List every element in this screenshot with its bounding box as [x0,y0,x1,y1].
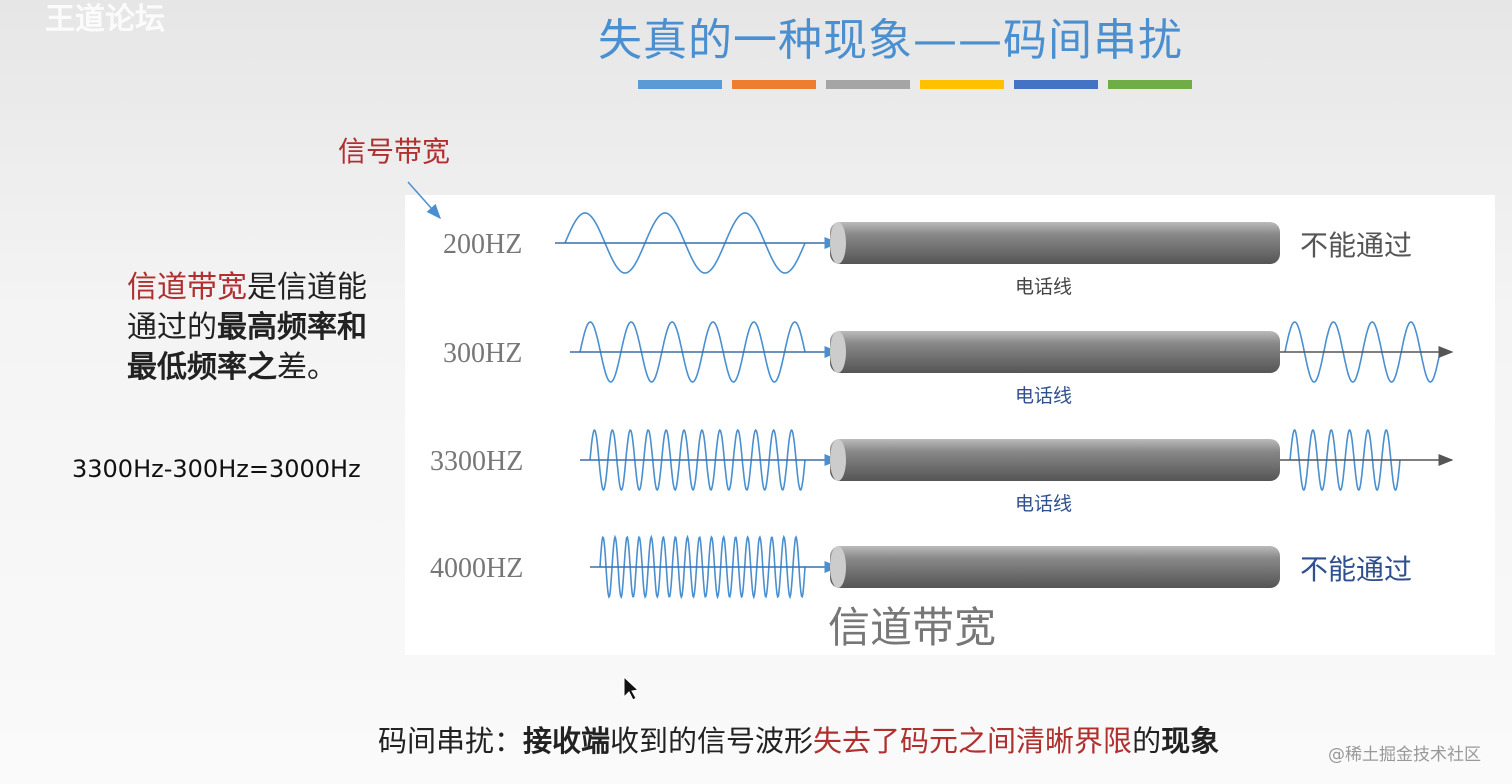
color-bars [638,80,1192,89]
isi-receiver: 接收端 [523,724,611,758]
cable-end [830,331,846,373]
telephone-cable [830,546,1280,588]
mouse-cursor-icon [623,675,640,701]
isi-highlight: 失去了码元之间清晰界限 [813,724,1133,758]
telephone-cable [830,331,1280,373]
watermark: 王道论坛 [45,2,165,37]
color-bar [1014,80,1098,89]
isi-term: 码间串扰： [378,724,524,758]
color-bar [638,80,722,89]
def-bold: 最高频率和最低频率之 [127,310,367,385]
channel-bandwidth-label: 信道带宽 [828,603,996,652]
input-wave [579,321,806,383]
color-bar [1108,80,1192,89]
color-bar [920,80,1004,89]
cable-end [830,546,846,588]
isi-definition: 码间串扰：接收端收到的信号波形失去了码元之间清晰界限的现象 [378,718,1219,760]
definition-text: 信道带宽是信道能通过的最高频率和最低频率之差。 [127,268,377,388]
def-end: 差。 [277,350,337,385]
frequency-label: 200HZ [443,229,522,260]
cable-end [830,222,846,264]
signal-bandwidth-label: 信号带宽 [338,135,451,168]
telephone-cable [830,439,1280,481]
cable-label: 电话线 [1015,385,1072,407]
result-label: 不能通过 [1300,553,1412,586]
frequency-label: 3300HZ [430,446,523,477]
isi-text: 收到的信号波形 [610,724,814,758]
def-text: 是信道能通过的 [127,270,367,345]
def-term: 信道带宽 [127,270,247,305]
bandwidth-calculation: 3300Hz-300Hz=3000Hz [72,455,361,483]
result-label: 不能通过 [1300,229,1412,262]
isi-phenomenon: 现象 [1161,724,1220,758]
slide-title: 失真的一种现象——码间串扰 [598,15,1183,66]
credit-watermark: @稀土掘金技术社区 [1328,745,1481,765]
color-bar [732,80,816,89]
color-bar [826,80,910,89]
frequency-label: 300HZ [443,338,522,369]
cable-end [830,439,846,481]
cable-label: 电话线 [1015,493,1072,515]
cable-label: 电话线 [1015,276,1072,298]
isi-text2: 的 [1132,724,1162,758]
frequency-label: 4000HZ [430,553,523,584]
telephone-cable [830,222,1280,264]
pointer-arrow [407,181,441,220]
